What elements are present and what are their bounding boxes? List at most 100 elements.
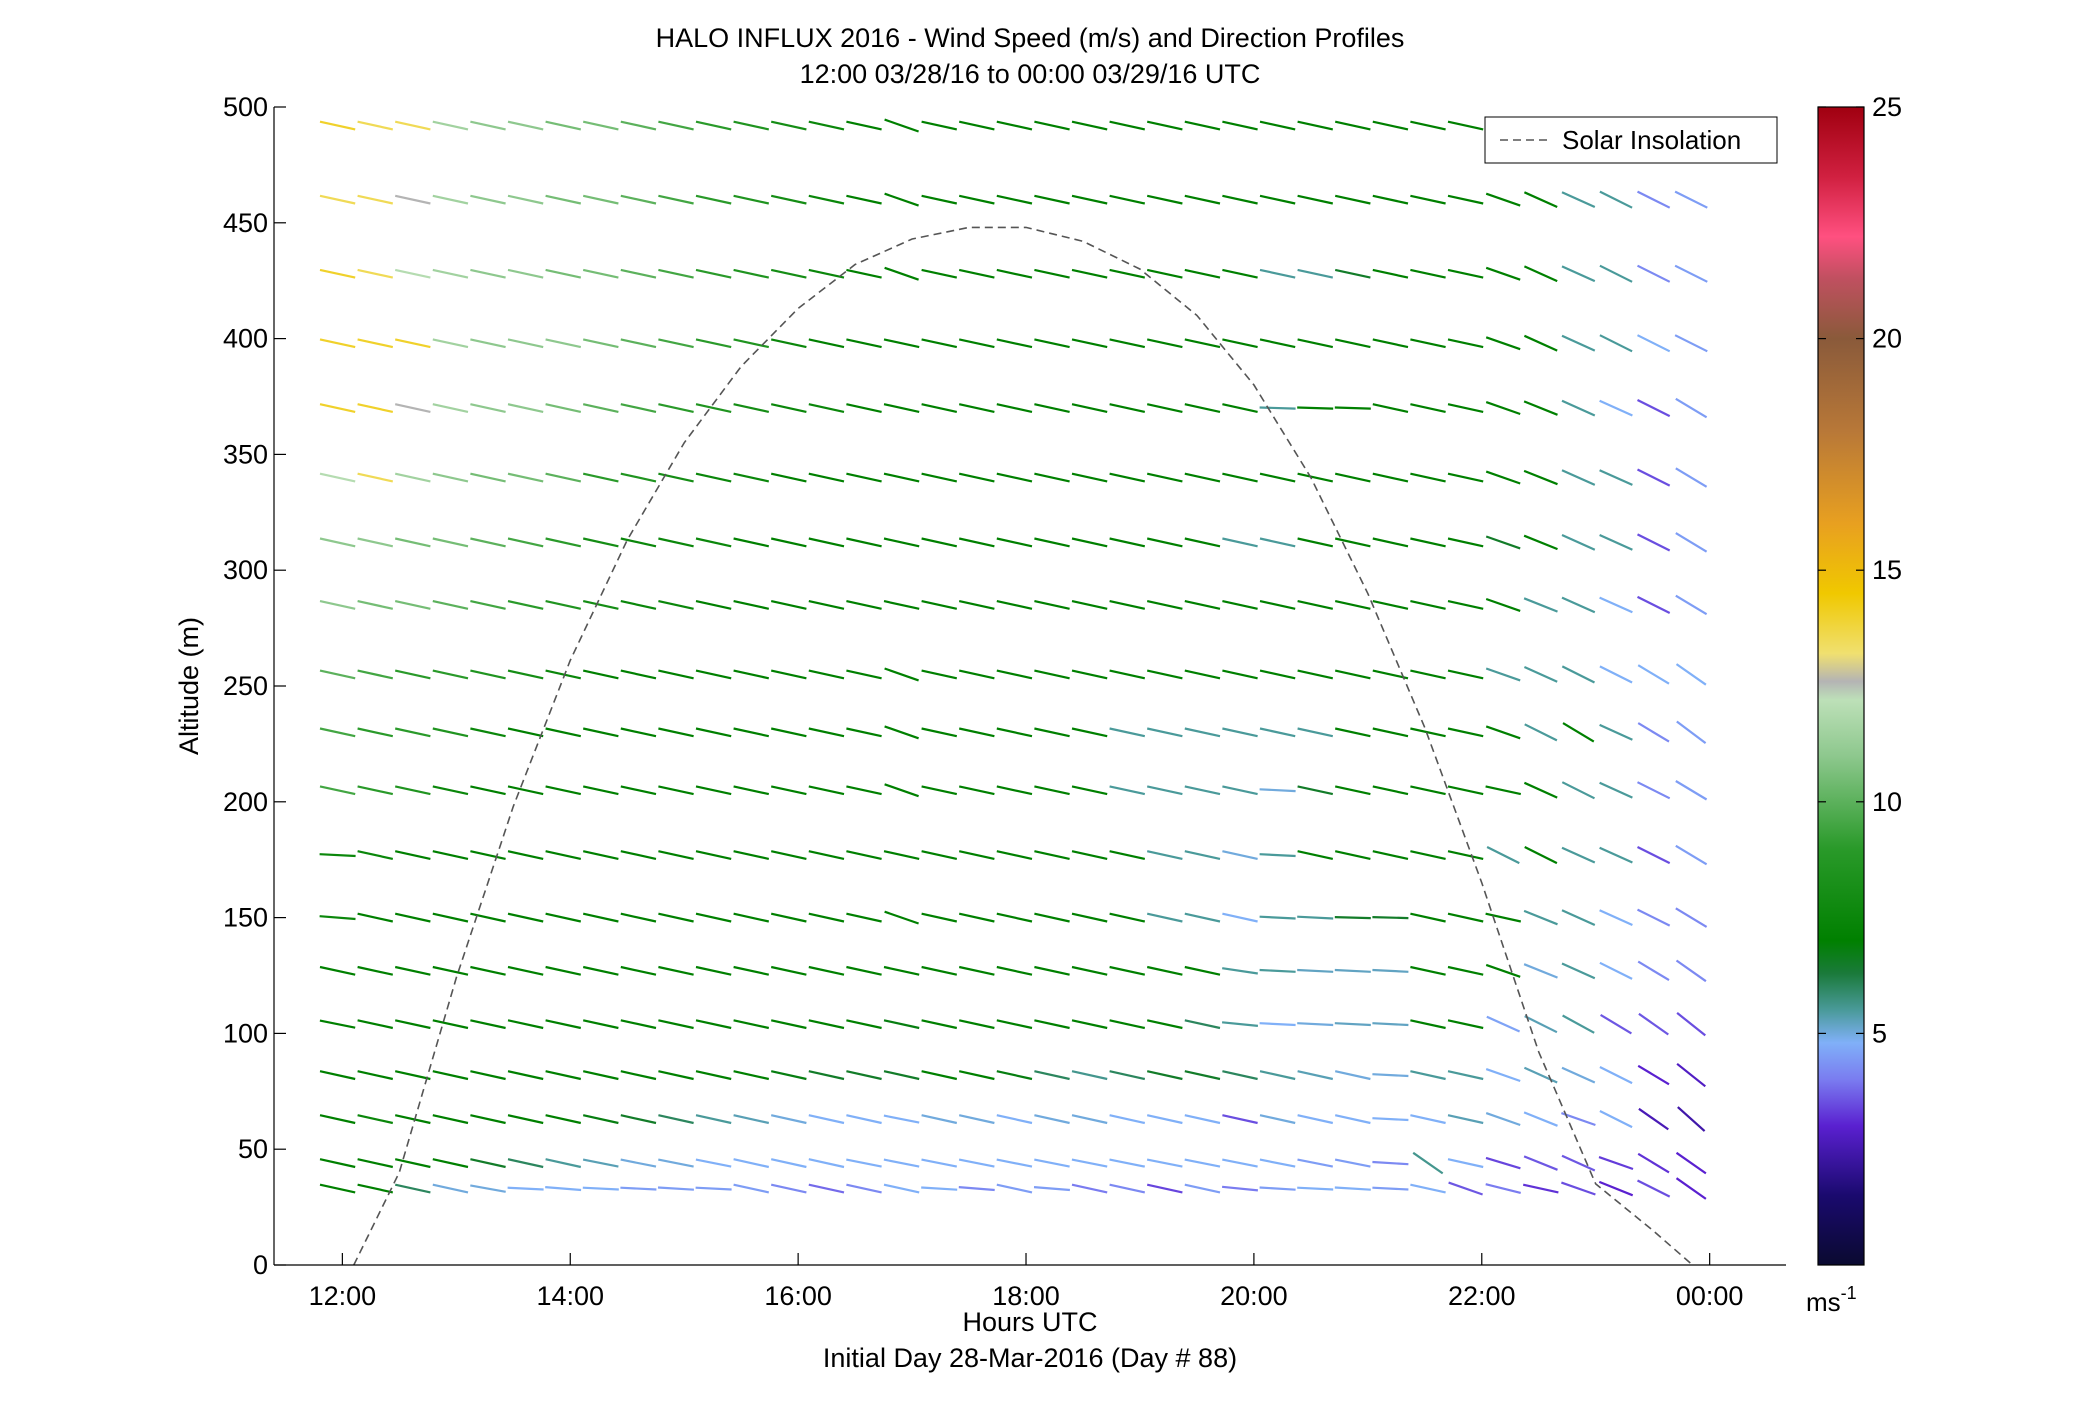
wind-barb [884, 266, 919, 281]
wind-barb [1222, 194, 1258, 205]
wind-barb [1410, 669, 1446, 680]
wind-barb [1561, 1112, 1596, 1127]
x-tick-label: 14:00 [536, 1281, 604, 1311]
wind-barb [545, 1158, 582, 1169]
wind-barb [1675, 959, 1707, 983]
wind-barb [507, 1114, 544, 1125]
wind-barb [958, 965, 995, 976]
wind-barb [1334, 268, 1371, 279]
wind-barb [620, 727, 657, 738]
wind-barb [432, 1183, 469, 1194]
wind-barb [1599, 846, 1633, 864]
wind-barb [357, 338, 394, 349]
wind-barb [394, 600, 431, 610]
wind-barb [883, 965, 920, 976]
wind-barb [319, 338, 356, 349]
wind-barb [1485, 597, 1521, 612]
wind-barb [846, 669, 882, 680]
wind-barb [1447, 600, 1484, 610]
wind-barb [658, 338, 694, 349]
wind-barb [1524, 723, 1558, 742]
wind-barb [808, 194, 845, 205]
wind-barb [507, 965, 544, 976]
chart-title: HALO INFLUX 2016 - Wind Speed (m/s) and … [656, 23, 1405, 53]
wind-barb [658, 1070, 694, 1081]
wind-barb [846, 194, 882, 205]
wind-barb [582, 338, 619, 349]
wind-barb [1259, 537, 1296, 548]
wind-barb [1599, 264, 1633, 283]
wind-barb [1372, 120, 1409, 131]
wind-barb [1297, 338, 1334, 349]
wind-barb [545, 1070, 582, 1081]
y-tick-label: 150 [223, 903, 268, 933]
wind-barb [1372, 785, 1409, 796]
wind-barb [733, 727, 770, 738]
wind-barb [507, 120, 544, 131]
wind-barb [1259, 669, 1296, 680]
wind-barb [1071, 912, 1108, 923]
wind-barb [770, 1158, 807, 1169]
wind-barb [1372, 403, 1409, 413]
wind-barb [545, 472, 582, 483]
wind-barb [958, 1158, 995, 1168]
wind-barb [1372, 1073, 1409, 1078]
wind-barb [1447, 669, 1484, 680]
wind-barb [1637, 781, 1671, 800]
wind-barb [432, 1114, 469, 1125]
wind-barb [1071, 785, 1108, 796]
wind-barb [1184, 120, 1221, 131]
wind-barb [1523, 597, 1558, 613]
wind-barb [507, 1186, 544, 1191]
wind-barb [1372, 727, 1409, 738]
wind-barb [958, 120, 995, 131]
wind-barb [470, 1184, 506, 1193]
wind-barb [1071, 850, 1108, 860]
wind-barb [394, 1070, 431, 1081]
wind-barb [846, 268, 882, 279]
wind-barb [958, 338, 995, 349]
wind-barb [394, 537, 431, 548]
wind-barb [1523, 781, 1558, 799]
wind-barb [1146, 403, 1183, 413]
wind-barb [432, 600, 469, 610]
wind-barb [1485, 1183, 1521, 1194]
wind-barb [921, 600, 958, 610]
wind-barb [1410, 194, 1446, 205]
wind-barb [1447, 194, 1484, 205]
wind-barb [1637, 595, 1671, 614]
y-axis-ticks: 0 50 100 150 200 250 300 350 400 450 500 [223, 92, 286, 1280]
x-tick-label: 00:00 [1676, 1281, 1744, 1311]
wind-barb [1524, 846, 1558, 865]
wind-barb [1334, 968, 1371, 973]
wind-barb [733, 537, 770, 548]
wind-barb [958, 727, 995, 738]
wind-barb [507, 338, 544, 349]
wind-barb [432, 403, 469, 413]
wind-barb [1334, 850, 1371, 860]
wind-barb [394, 850, 431, 860]
wind-barb [733, 669, 770, 680]
wind-barb [1637, 908, 1671, 927]
wind-barb [733, 472, 770, 483]
wind-barb [545, 1019, 582, 1030]
wind-barb [1561, 1154, 1596, 1172]
colorbar-tick-label: 20 [1872, 324, 1902, 354]
wind-barb [883, 537, 920, 548]
wind-barb [1259, 600, 1296, 610]
wind-barb [1297, 120, 1334, 131]
wind-barb [770, 965, 807, 976]
wind-barb [1372, 194, 1409, 205]
wind-barb [582, 268, 619, 279]
wind-barb [582, 669, 619, 680]
wind-barb [1599, 190, 1633, 209]
wind-barb [470, 537, 506, 548]
wind-barb [1561, 265, 1596, 283]
wind-barb [1523, 665, 1558, 683]
wind-barb [1447, 1114, 1484, 1125]
wind-barb [1034, 600, 1070, 610]
wind-barb [1259, 268, 1296, 279]
wind-barb [1410, 268, 1446, 279]
wind-barb [1071, 1019, 1108, 1030]
wind-barb [1109, 1019, 1146, 1030]
